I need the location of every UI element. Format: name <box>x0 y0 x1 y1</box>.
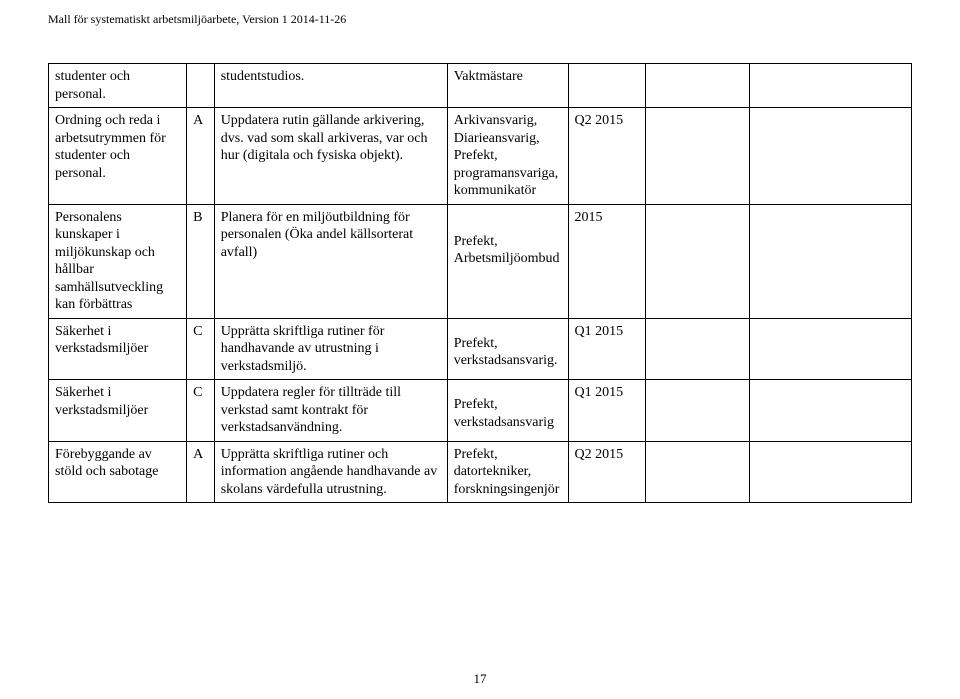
cell-empty <box>646 318 750 380</box>
cell-action: Upprätta skriftliga rutiner för handhava… <box>214 318 447 380</box>
cell-empty <box>749 64 911 108</box>
cell-priority: C <box>187 318 215 380</box>
cell-action: studentstudios. <box>214 64 447 108</box>
cell-deadline <box>568 64 646 108</box>
cell-action: Upprätta skriftliga rutiner och informat… <box>214 441 447 503</box>
table-row: Förebyggande av stöld och sabotage A Upp… <box>49 441 912 503</box>
cell-priority: B <box>187 204 215 318</box>
cell-responsible: Prefekt, datortekniker, forskningsingenj… <box>447 441 568 503</box>
cell-empty <box>749 204 911 318</box>
cell-priority: C <box>187 380 215 442</box>
cell-deadline: Q1 2015 <box>568 318 646 380</box>
table-row: Personalens kunskaper i miljökunskap och… <box>49 204 912 318</box>
cell-responsible: Prefekt, verkstadsansvarig. <box>447 318 568 380</box>
table-row: Säkerhet i verkstadsmiljöer C Uppdatera … <box>49 380 912 442</box>
cell-deadline: 2015 <box>568 204 646 318</box>
work-environment-table: studenter och personal. studentstudios. … <box>48 63 912 503</box>
cell-empty <box>646 380 750 442</box>
cell-responsible: Arkivansvarig, Diarieansvarig, Prefekt, … <box>447 108 568 205</box>
cell-empty <box>749 108 911 205</box>
cell-deadline: Q1 2015 <box>568 380 646 442</box>
table-row: Säkerhet i verkstadsmiljöer C Upprätta s… <box>49 318 912 380</box>
cell-topic: Personalens kunskaper i miljökunskap och… <box>49 204 187 318</box>
cell-topic: studenter och personal. <box>49 64 187 108</box>
cell-responsible: Prefekt, verkstadsansvarig <box>447 380 568 442</box>
cell-priority: A <box>187 441 215 503</box>
table-row: studenter och personal. studentstudios. … <box>49 64 912 108</box>
cell-empty <box>749 441 911 503</box>
page-number: 17 <box>0 671 960 687</box>
cell-action: Planera för en miljöutbildning för perso… <box>214 204 447 318</box>
document-header: Mall för systematiskt arbetsmiljöarbete,… <box>48 12 912 27</box>
cell-empty <box>646 108 750 205</box>
cell-deadline: Q2 2015 <box>568 108 646 205</box>
cell-topic: Säkerhet i verkstadsmiljöer <box>49 318 187 380</box>
cell-empty <box>646 441 750 503</box>
cell-priority <box>187 64 215 108</box>
cell-topic: Säkerhet i verkstadsmiljöer <box>49 380 187 442</box>
cell-deadline: Q2 2015 <box>568 441 646 503</box>
cell-empty <box>749 318 911 380</box>
cell-topic: Ordning och reda i arbetsutrymmen för st… <box>49 108 187 205</box>
cell-topic: Förebyggande av stöld och sabotage <box>49 441 187 503</box>
table-row: Ordning och reda i arbetsutrymmen för st… <box>49 108 912 205</box>
cell-action: Uppdatera rutin gällande arkivering, dvs… <box>214 108 447 205</box>
cell-empty <box>646 204 750 318</box>
cell-priority: A <box>187 108 215 205</box>
cell-empty <box>646 64 750 108</box>
cell-responsible: Prefekt, Arbetsmiljöombud <box>447 204 568 318</box>
cell-empty <box>749 380 911 442</box>
cell-responsible: Vaktmästare <box>447 64 568 108</box>
cell-action: Uppdatera regler för tillträde till verk… <box>214 380 447 442</box>
